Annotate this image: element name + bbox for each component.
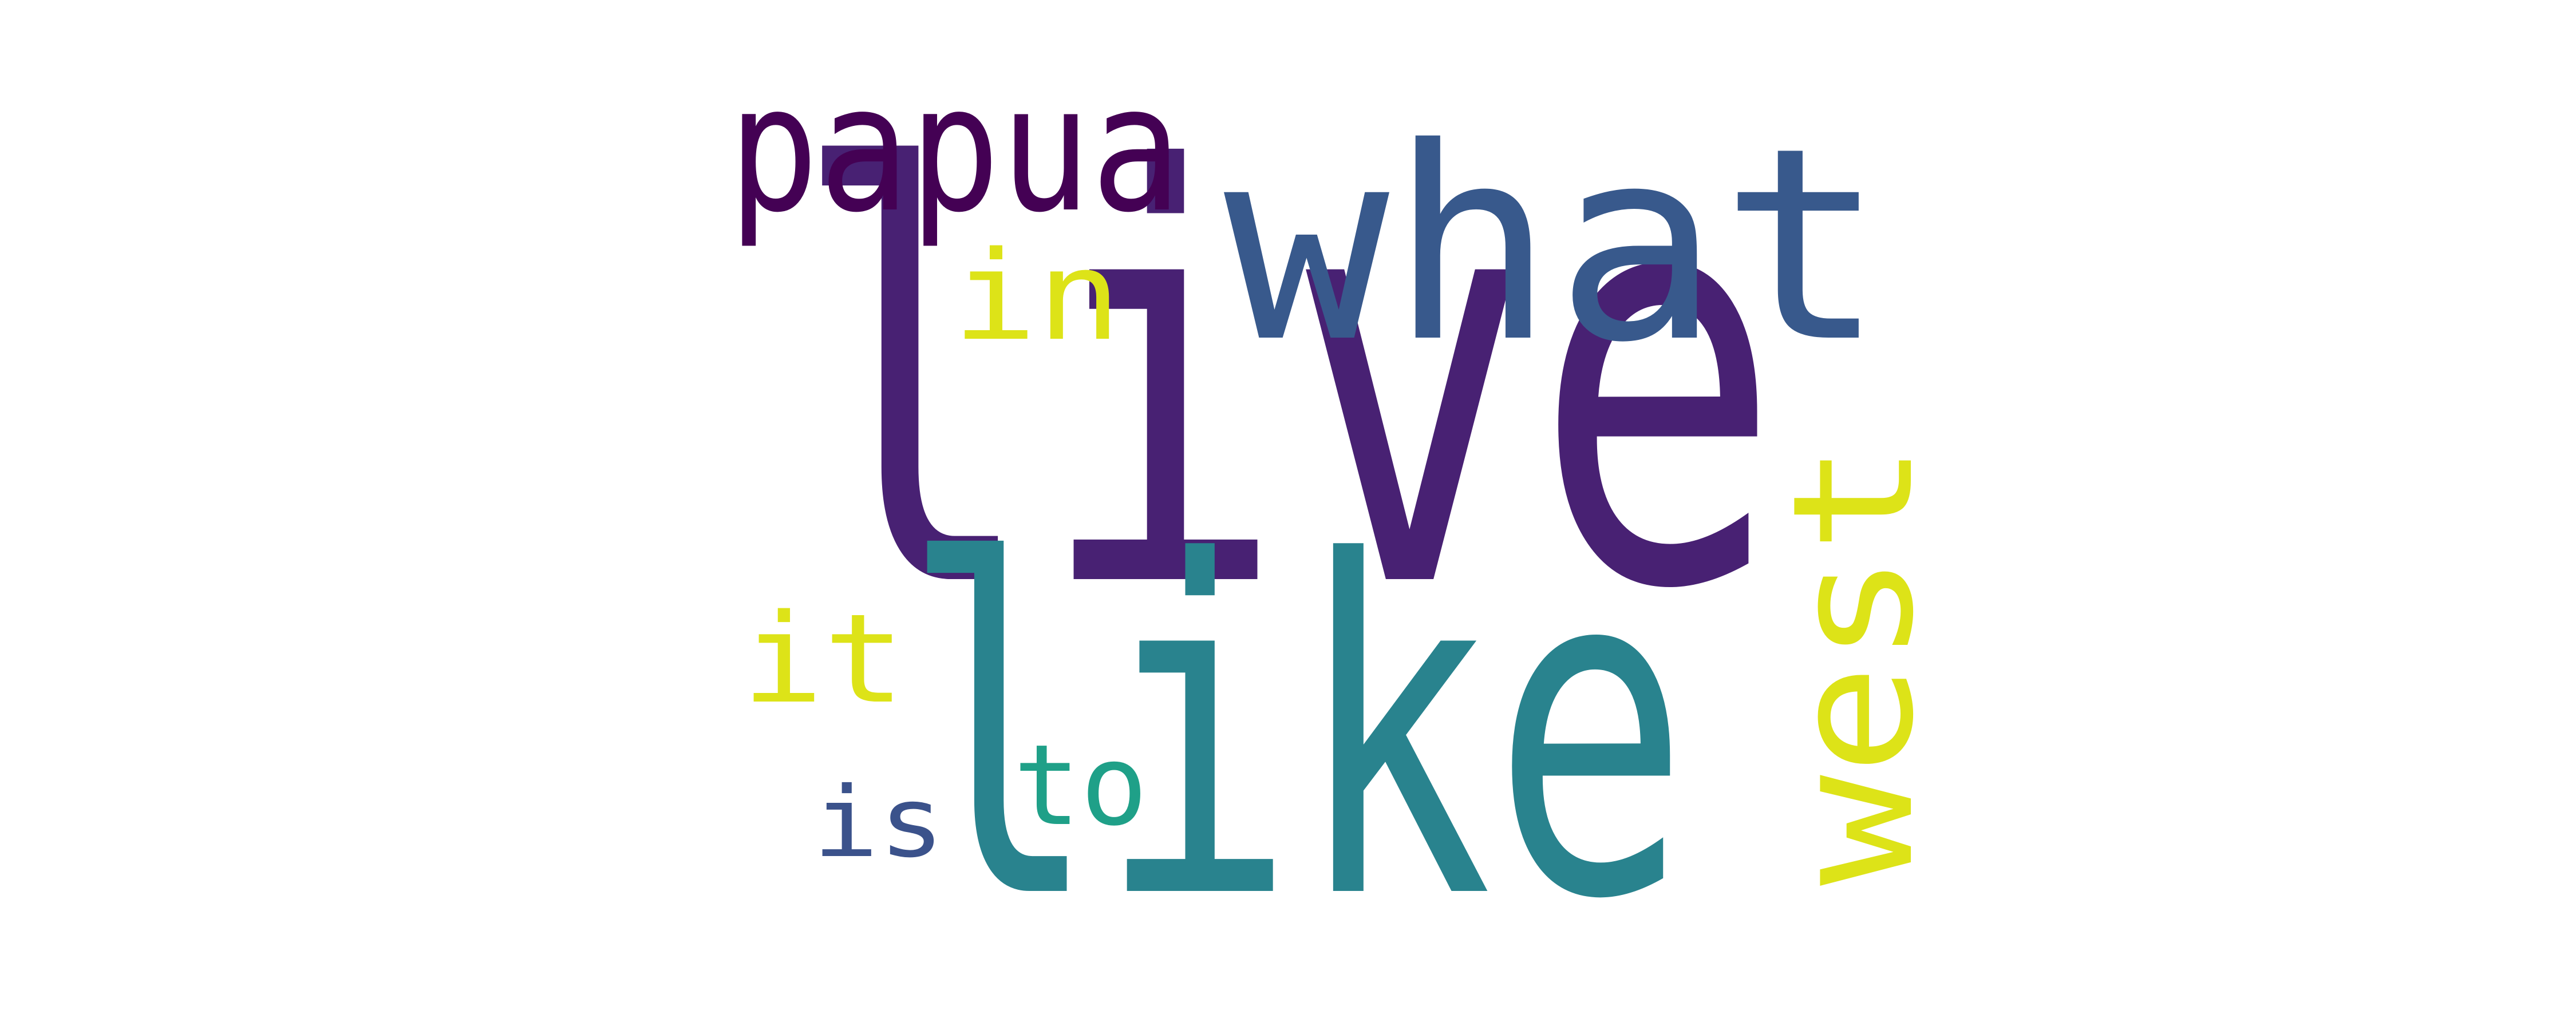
word-in: in [953, 224, 1121, 368]
word-is: is [813, 766, 945, 880]
word-west: west [1757, 442, 1950, 886]
word-it: it [742, 587, 905, 731]
word-like: like [902, 466, 1689, 999]
word-live: live [790, 54, 1781, 713]
word-what: what [1224, 90, 1886, 401]
word-to: to [1013, 720, 1148, 850]
word-papua: papua [728, 47, 1182, 251]
